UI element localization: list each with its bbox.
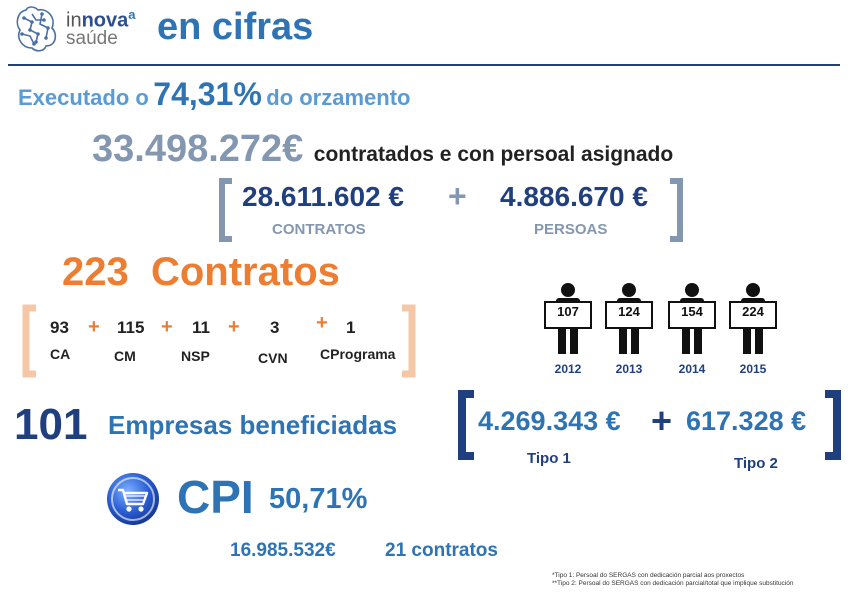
- contracts-heading: 223 Contratos: [62, 250, 340, 295]
- logo-a: a: [128, 7, 136, 22]
- personnel-year-2013: 2013: [615, 362, 643, 376]
- cpi-label: CPI: [177, 471, 254, 523]
- contract-label-cprograma: CPrograma: [320, 346, 396, 362]
- personnel-value-2013: 124: [618, 304, 640, 319]
- personnel-value-2015: 224: [742, 304, 764, 319]
- contract-value-cprograma: 1: [346, 318, 356, 337]
- cpi-contracts: 21 contratos: [385, 540, 498, 561]
- contracts-amount: 28.611.602 €: [242, 181, 404, 212]
- contract-plus-4: +: [316, 312, 328, 334]
- innova-logo-icon: [12, 4, 60, 54]
- types-plus: +: [651, 400, 673, 441]
- types-left-bracket: [456, 390, 476, 465]
- person-figure-2013: 124 2013: [603, 282, 655, 376]
- type1-label: Tipo 1: [527, 450, 571, 467]
- split-left-bracket: [218, 178, 234, 247]
- shopping-cart-icon: [106, 472, 160, 526]
- contracts-heading-label: Contratos: [150, 250, 340, 294]
- logo-in: in: [66, 9, 82, 32]
- contract-plus-2: +: [161, 316, 173, 338]
- contract-label-ca: CA: [50, 346, 71, 362]
- personnel-value-2014: 154: [681, 304, 703, 319]
- contracts-right-bracket: [400, 304, 418, 383]
- budget-prefix: Executado o: [18, 85, 149, 110]
- cpi-amount: 16.985.532€: [230, 540, 336, 561]
- companies-label: Empresas beneficiadas: [108, 410, 398, 440]
- cpi-percent: 50,71%: [269, 483, 368, 515]
- contract-value-cm: 115: [117, 318, 145, 337]
- types-right-bracket: [823, 390, 843, 465]
- contracts-label: CONTRATOS: [272, 221, 366, 238]
- personnel-year-2014: 2014: [678, 362, 706, 376]
- personnel-year-2015: 2015: [739, 362, 767, 376]
- contract-plus-1: +: [88, 316, 100, 338]
- footnote-2: **Tipo 2: Persoal do SERGAS con dedicaci…: [552, 580, 794, 587]
- budget-suffix: do orzamento: [266, 85, 411, 110]
- contract-label-cm: CM: [114, 348, 136, 364]
- logo-nova: nova: [81, 9, 129, 32]
- persons-label: PERSOAS: [534, 221, 608, 238]
- companies-count: 101: [14, 400, 88, 449]
- total-label: contratados e con persoal asignado: [313, 143, 674, 166]
- person-icon: [729, 283, 777, 354]
- split-plus: +: [448, 178, 467, 214]
- footnote-1: *Tipo 1: Persoal do SERGAS con dedicació…: [552, 572, 745, 579]
- logo-saude: saúde: [66, 27, 118, 49]
- persons-amount: 4.886.670 €: [500, 181, 648, 212]
- type2-label: Tipo 2: [734, 455, 778, 472]
- contract-value-cvn: 3: [270, 318, 280, 337]
- budget-line: Executado o 74,31% do orzamento: [18, 76, 410, 113]
- contract-label-nsp: NSP: [181, 348, 210, 364]
- personnel-year-2012: 2012: [554, 362, 582, 376]
- contract-plus-3: +: [228, 316, 240, 338]
- contracts-left-bracket: [20, 304, 38, 383]
- person-icon: [668, 283, 716, 354]
- contract-label-cvn: CVN: [258, 350, 288, 366]
- personnel-value-2012: 107: [557, 304, 579, 319]
- budget-percent: 74,31%: [153, 76, 262, 112]
- contract-value-ca: 93: [50, 318, 69, 337]
- type1-amount: 4.269.343 €: [478, 406, 621, 436]
- header-divider: [8, 64, 840, 66]
- total-amount: 33.498.272€: [92, 128, 304, 170]
- split-right-bracket: [668, 178, 684, 247]
- page-title: en cifras: [157, 6, 314, 48]
- contract-value-nsp: 11: [192, 318, 210, 337]
- person-figure-2014: 154 2014: [666, 282, 718, 376]
- type2-amount: 617.328 €: [686, 406, 807, 436]
- person-icon: [605, 283, 653, 354]
- contracts-count: 223: [62, 250, 129, 294]
- person-icon: [544, 283, 592, 354]
- person-figure-2012: 107 2012: [542, 282, 594, 376]
- innova-logo-text: innovaa saúde: [66, 8, 136, 48]
- total-line: 33.498.272€ contratados e con persoal as…: [92, 128, 673, 171]
- person-figure-2015: 224 2015: [727, 282, 779, 376]
